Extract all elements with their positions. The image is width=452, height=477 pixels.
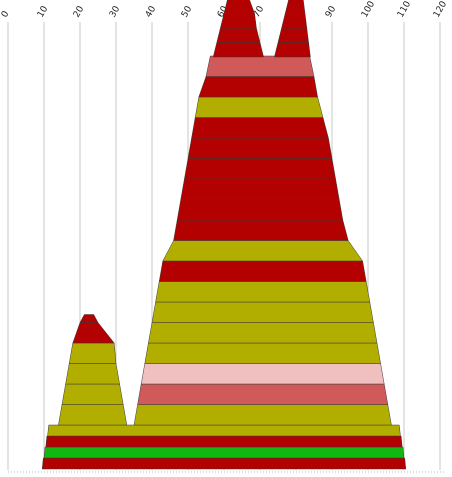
base-layer	[43, 446, 405, 459]
area-layer-band	[216, 27, 261, 43]
x-tick-label: 40	[144, 4, 159, 19]
x-tick-label: 50	[180, 4, 195, 19]
area-layer-band	[61, 383, 124, 405]
area-layer-band	[173, 219, 349, 241]
area-layer-band	[220, 13, 257, 29]
area-layer-band	[205, 55, 315, 77]
area-layer-band	[144, 342, 381, 364]
area-layer-band	[151, 301, 374, 323]
x-tick-label: 120	[432, 0, 449, 20]
area-layer-band	[212, 42, 264, 58]
area-layer-band	[65, 363, 120, 385]
area-layer-band	[198, 76, 318, 98]
area-layer-band	[133, 404, 392, 426]
x-tick-label: 10	[36, 4, 51, 19]
area-layer-band	[68, 342, 117, 364]
x-tick-label: 110	[396, 0, 413, 20]
area-layer-band	[184, 158, 336, 180]
plot-area	[41, 0, 407, 470]
area-layer-band	[137, 383, 389, 405]
area-layer-band	[191, 117, 329, 139]
area-layer-band	[176, 199, 344, 221]
area-layer-band	[281, 13, 308, 29]
base-layer	[45, 435, 403, 448]
area-layer-band	[140, 363, 385, 385]
x-tick-label: 30	[108, 4, 123, 19]
base-layer	[47, 424, 401, 437]
area-layer-band	[187, 137, 333, 159]
area-layer-band	[277, 27, 309, 43]
area-layer-band	[72, 322, 115, 344]
x-tick-label: 0	[0, 9, 12, 19]
area-layer-band	[223, 0, 255, 14]
x-tick-label: 100	[360, 0, 377, 20]
area-layer-band	[194, 96, 324, 118]
area-layer-band	[58, 404, 128, 426]
area-layer-band	[155, 281, 371, 303]
area-layer-band	[162, 240, 364, 262]
area-layer-band	[284, 0, 306, 14]
area-layer-band	[158, 260, 367, 282]
base-layer	[41, 457, 407, 470]
area-layer-band	[148, 322, 378, 344]
x-tick-label: 20	[72, 4, 87, 19]
area-layer-band	[79, 314, 99, 323]
area-layer-band	[274, 42, 311, 58]
x-tick-label: 90	[324, 4, 339, 19]
area-layer-band	[180, 178, 340, 200]
